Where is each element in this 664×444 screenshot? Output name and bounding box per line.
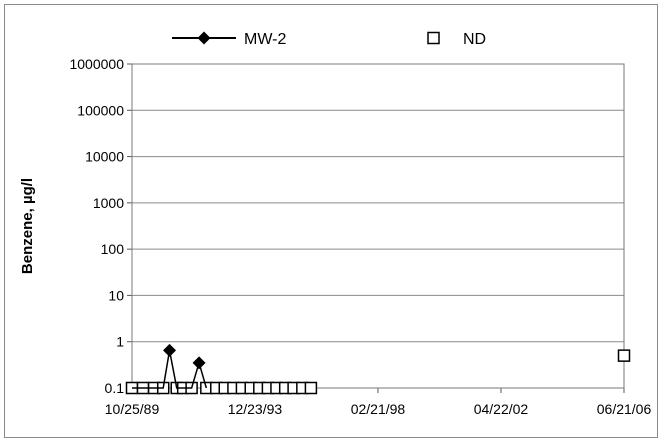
legend-nd-square-icon (428, 33, 439, 44)
legend-mw2-diamond-icon (198, 32, 211, 45)
x-tick-label: 10/25/89 (105, 401, 160, 417)
x-tick-label: 12/23/93 (228, 401, 283, 417)
legend-mw2-label: MW-2 (244, 31, 286, 48)
y-axis-tick-labels: 0.1 1 10 100 1000 10000 100000 1000000 (69, 56, 124, 396)
mw2-point (163, 344, 176, 357)
x-tick-label: 02/21/98 (351, 401, 406, 417)
y-tick-label: 100 (101, 241, 125, 257)
legend-nd-label: ND (463, 31, 486, 48)
y-tick-label: 10 (108, 287, 124, 303)
mw2-point (193, 356, 206, 369)
legend: MW-2 ND (172, 31, 486, 48)
y-tick-label: 0.1 (105, 380, 125, 396)
x-axis-tick-labels: 10/25/89 12/23/93 02/21/98 04/22/02 06/21/06 (105, 401, 652, 417)
nd-point (619, 350, 630, 361)
nd-point (305, 383, 316, 394)
y-tick-label: 1000000 (69, 56, 124, 72)
series-layer (127, 344, 630, 394)
x-tick-label: 04/22/02 (474, 401, 529, 417)
y-tick-label: 100000 (77, 102, 124, 118)
y-tick-label: 1 (116, 334, 124, 350)
x-tick-label: 06/21/06 (597, 401, 652, 417)
gridlines (127, 64, 624, 393)
y-tick-label: 1000 (93, 195, 124, 211)
y-axis-label: Benzene, µg/l (19, 178, 36, 274)
plot-area (132, 64, 624, 388)
y-tick-label: 10000 (85, 149, 124, 165)
